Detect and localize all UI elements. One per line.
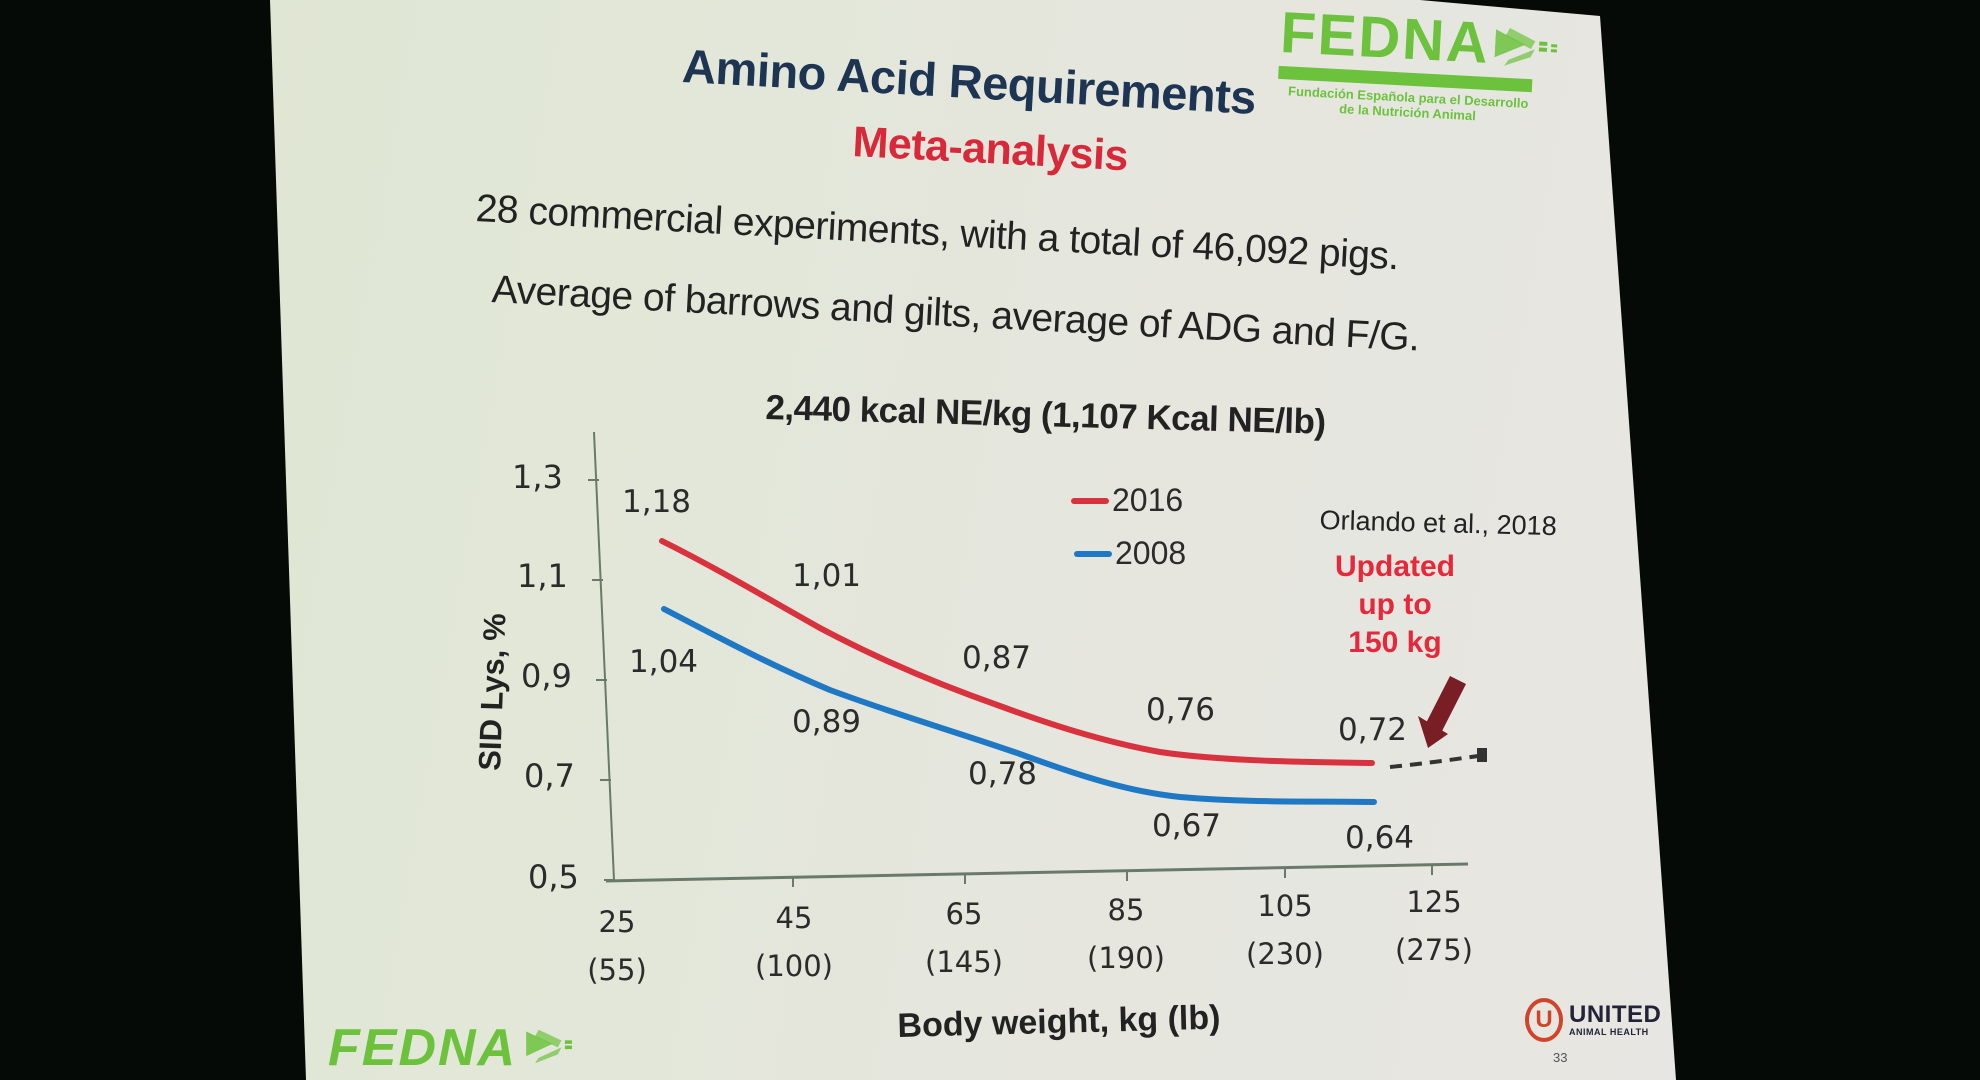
data-label-2008: 0,78 [968,756,1038,792]
y-axis [593,431,615,881]
x-tick-label: 105 (230) [1230,882,1340,978]
data-label-2016: 0,76 [1146,692,1216,728]
legend-item-2016: 2016 [1071,482,1183,519]
y-axis-label: SID Lys, % [472,612,513,772]
y-tick-label: 0,5 [528,858,579,896]
legend-label-2016: 2016 [1112,482,1184,518]
fedna-logo-bottom: FEDNA [328,1022,592,1074]
united-sub: ANIMAL HEALTH [1569,1027,1649,1037]
data-label-2016: 1,18 [622,484,692,520]
update-note-line: up to [1358,588,1432,621]
x-tick-lb: (100) [755,949,833,983]
extension-endpoint-marker [1477,748,1487,762]
x-tick-kg: 25 [598,905,636,939]
data-label-2016: 1,01 [792,558,862,594]
x-tick-lb: (55) [587,953,647,987]
x-tick-kg: 85 [1107,893,1145,927]
x-axis [605,862,1469,883]
series-2016-line [659,538,1375,766]
update-note-line: Updated [1335,550,1455,583]
x-axis-ticks [792,865,1433,887]
united-animal-health-logo: U UNITED ANIMAL HEALTH [1525,998,1661,1042]
fedna-wordmark: FEDNA [328,1019,518,1077]
united-u-icon: U [1525,998,1563,1042]
data-label-2016: 0,87 [962,640,1032,676]
fedna-logo-top: FEDNA Fundación Española para el Desarro… [1276,0,1566,128]
series-2008-line [661,606,1377,805]
update-note-line: 150 kg [1348,626,1442,659]
x-tick-lb: (230) [1246,937,1324,971]
x-tick-label: 125 (275) [1379,878,1489,974]
x-tick-label: 45 (100) [739,894,849,990]
data-label-2016: 0,72 [1338,712,1408,748]
x-tick-label: 25 (55) [562,898,672,994]
fedna-arrow-icon [526,1029,573,1064]
x-tick-label: 85 (190) [1071,886,1181,982]
x-tick-lb: (190) [1087,941,1165,975]
fedna-arrow-icon [1494,27,1558,66]
data-label-2008: 0,89 [792,704,862,740]
x-tick-kg: 65 [945,897,983,931]
x-tick-lb: (275) [1395,933,1473,967]
legend-label-2008: 2008 [1115,535,1187,571]
x-tick-kg: 45 [775,901,813,935]
x-tick-label: 65 (145) [909,890,1019,986]
x-tick-kg: 125 [1406,885,1462,919]
y-tick-label: 1,1 [517,557,568,595]
legend-swatch-2016 [1071,497,1109,504]
y-tick-label: 0,7 [524,757,575,795]
page-number: 33 [1553,1050,1568,1065]
update-note: Updated up to 150 kg [1315,548,1475,662]
y-tick-label: 0,9 [521,657,572,695]
y-axis-ticks [588,479,615,881]
x-tick-kg: 105 [1257,889,1313,923]
citation-text: Orlando et al., 2018 [1319,505,1558,542]
dashed-extension-line [1389,754,1479,769]
legend-swatch-2008 [1074,550,1112,557]
data-label-2008: 0,67 [1152,808,1222,844]
legend-item-2008: 2008 [1074,535,1186,572]
annotation-arrow-icon [1418,676,1466,748]
data-label-2008: 0,64 [1345,820,1415,856]
y-tick-label: 1,3 [512,458,563,496]
data-label-2008: 1,04 [629,644,699,680]
x-tick-lb: (145) [925,945,1003,979]
united-name: UNITED [1569,1001,1662,1028]
